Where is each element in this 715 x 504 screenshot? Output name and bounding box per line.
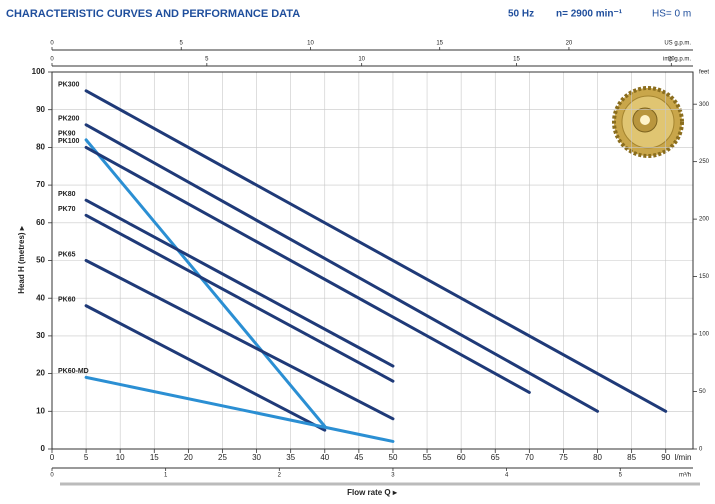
series-label: PK100: [58, 138, 80, 145]
x-tick-label: 55: [423, 453, 432, 462]
series-line: [84, 213, 395, 383]
series-label: PK90: [58, 131, 76, 138]
x-tick-label: 70: [525, 453, 534, 462]
x-tick-label: 20: [184, 453, 193, 462]
y-tick-label: 90: [36, 105, 45, 114]
series-line: [84, 89, 668, 413]
y-tick-label: 10: [36, 406, 45, 415]
series-label: PK300: [58, 82, 80, 89]
x-tick-label: 85: [627, 453, 636, 462]
x-tick-label: 90: [661, 453, 670, 462]
series-label: PK65: [58, 251, 76, 258]
y-tick-label: 0: [41, 444, 46, 453]
secondary-tick-label: 0: [50, 473, 54, 479]
x-tick-label: 60: [457, 453, 466, 462]
header-note: 50 Hz: [508, 9, 534, 20]
secondary-tick-label: 5: [180, 41, 184, 47]
series-label: PK70: [58, 206, 76, 213]
secondary-axis-label: m³/h: [679, 473, 691, 479]
series-label: PK200: [58, 116, 80, 123]
y2-tick-label: 100: [699, 332, 710, 338]
y-tick-label: 40: [36, 293, 45, 302]
series-line: [84, 375, 395, 443]
secondary-tick-label: 10: [307, 41, 314, 47]
x-tick-label: 30: [252, 453, 261, 462]
secondary-axis-label: imp g.p.m.: [663, 57, 691, 63]
impeller: [612, 86, 684, 158]
x-tick-label: 65: [491, 453, 500, 462]
series-line: [84, 138, 327, 428]
y2-tick-label: 0: [699, 447, 703, 453]
y2-axis-label: feet: [699, 70, 709, 76]
x-axis-label: Flow rate Q ▸: [347, 488, 398, 497]
secondary-tick-label: 4: [505, 473, 509, 479]
secondary-tick-label: 1: [164, 473, 168, 479]
secondary-tick-label: 3: [391, 473, 395, 479]
y2-tick-label: 200: [699, 217, 710, 223]
chart-title: CHARACTERISTIC CURVES AND PERFORMANCE DA…: [6, 8, 300, 20]
secondary-tick-label: 2: [278, 473, 282, 479]
y-tick-label: 100: [32, 67, 46, 76]
y-tick-label: 70: [36, 180, 45, 189]
series-line: [84, 145, 531, 394]
secondary-tick-label: 10: [358, 57, 365, 63]
x-tick-label: 0: [50, 453, 55, 462]
x-tick-label: 75: [559, 453, 568, 462]
y-tick-label: 80: [36, 143, 45, 152]
y-tick-label: 30: [36, 331, 45, 340]
secondary-tick-label: 0: [50, 41, 54, 47]
secondary-tick-label: 15: [513, 57, 520, 63]
x-tick-label: 40: [320, 453, 329, 462]
y-tick-label: 20: [36, 369, 45, 378]
secondary-tick-label: 20: [668, 57, 675, 63]
y2-tick-label: 150: [699, 274, 710, 280]
x-tick-label: 80: [593, 453, 602, 462]
series-label: PK80: [58, 191, 76, 198]
y2-tick-label: 250: [699, 159, 710, 165]
header-note: n= 2900 min⁻¹: [556, 9, 623, 20]
x-tick-label: 50: [389, 453, 398, 462]
y-tick-label: 60: [36, 218, 45, 227]
x-tick-label: 15: [150, 453, 159, 462]
x-tick-label: 25: [218, 453, 227, 462]
series-line: [84, 259, 395, 421]
secondary-tick-label: 5: [619, 473, 623, 479]
secondary-tick-label: 0: [50, 57, 54, 63]
x-unit: l/min: [675, 453, 692, 462]
x-tick-label: 45: [354, 453, 363, 462]
header-note: HS= 0 m: [652, 9, 691, 20]
secondary-tick-label: 15: [436, 41, 443, 47]
plot-frame: [51, 71, 694, 450]
y-tick-label: 50: [36, 256, 45, 265]
secondary-tick-label: 5: [205, 57, 209, 63]
series-line: [84, 198, 395, 368]
series-label: PK60: [58, 297, 76, 304]
x-tick-label: 5: [84, 453, 89, 462]
series-label: PK60-MD: [58, 368, 89, 375]
series-line: [84, 304, 327, 432]
y2-tick-label: 50: [699, 389, 706, 395]
y-axis-label: Head H (metres) ▸: [17, 225, 26, 294]
secondary-tick-label: 20: [566, 41, 573, 47]
x-tick-label: 10: [116, 453, 125, 462]
y2-tick-label: 300: [699, 102, 710, 108]
secondary-axis-label: US g.p.m.: [664, 41, 691, 47]
series-line: [84, 123, 600, 413]
x-tick-label: 35: [286, 453, 295, 462]
